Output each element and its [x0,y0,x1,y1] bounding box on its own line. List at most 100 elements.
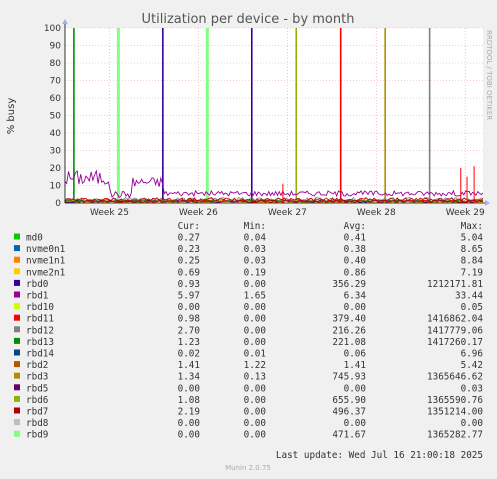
legend-name: rbd12 [26,325,54,336]
y-tick-label: 0 [55,199,61,209]
x-tick-label: Week 29 [446,208,485,218]
legend-value: 0.00 [344,302,366,313]
legend-value: 0.00 [244,430,266,441]
legend-name: rbd13 [26,337,54,348]
legend-swatch [14,233,20,240]
legend: Cur: Min: Avg: Max: md0 0.27 0.04 0.41 5.04 nvme0… [14,221,483,441]
legend-value: 1.23 [178,337,200,348]
legend-value: 0.00 [178,302,200,313]
y-tick-label: 60 [50,94,62,104]
legend-value: 1365282.77 [427,430,483,441]
legend-name: rbd14 [26,349,54,360]
legend-value: 0.00 [244,314,266,325]
legend-name: rbd8 [26,418,48,429]
munin-version: Munin 2.0.75 [225,464,271,472]
legend-swatch [14,303,20,310]
legend-header: Cur: [178,221,200,232]
legend-swatch [14,430,20,437]
legend-value: 0.00 [244,325,266,336]
last-update: Last update: Wed Jul 16 21:00:18 2025 [276,450,483,461]
legend-name: rbd10 [26,302,54,313]
legend-swatch [14,291,20,298]
legend-swatch [14,372,20,379]
legend-value: 0.00 [244,407,266,418]
legend-value: 0.25 [178,256,200,267]
legend-value: 496.37 [332,407,366,418]
y-tick-label: 100 [44,24,61,34]
legend-value: 0.00 [244,279,266,290]
legend-value: 0.03 [244,244,266,255]
legend-value: 0.02 [178,349,200,360]
legend-name: rbd3 [26,372,48,383]
series-line-rbd7 [64,197,484,202]
series-line-rbd1 [64,169,484,199]
legend-value: 5.04 [461,233,484,244]
legend-value: 1.65 [244,291,266,302]
legend-value: 1.34 [178,372,201,383]
legend-value: 1.22 [244,360,266,371]
legend-value: 0.00 [244,418,266,429]
legend-value: 0.19 [244,267,266,278]
legend-value: 33.44 [455,291,483,302]
legend-value: 356.29 [332,279,366,290]
y-tick-label: 80 [50,59,62,69]
y-axis-arrow [62,19,68,24]
legend-value: 0.00 [344,418,366,429]
y-tick-label: 70 [50,77,62,87]
legend-value: 1417260.17 [427,337,483,348]
y-tick-label: 40 [50,129,62,139]
rrdtool-credit: RRDTOOL / TOBI OETIKER [485,30,493,120]
plot-area [64,28,484,204]
legend-value: 0.00 [244,337,266,348]
legend-header: Avg: [344,221,366,232]
legend-value: 8.84 [461,256,484,267]
legend-swatch [14,279,20,286]
legend-value: 5.42 [461,360,483,371]
legend-value: 0.05 [461,302,483,313]
legend-value: 1416862.04 [427,314,483,325]
legend-swatch [14,361,20,368]
legend-value: 0.00 [178,383,200,394]
legend-value: 6.34 [344,291,367,302]
legend-name: nvme2n1 [26,267,65,278]
y-tick-label: 10 [50,182,62,192]
legend-swatch [14,245,20,252]
legend-name: nvme1n1 [26,256,65,267]
legend-value: 1.41 [344,360,366,371]
y-tick-label: 20 [50,164,62,174]
legend-value: 0.00 [178,430,200,441]
legend-value: 7.19 [461,267,483,278]
legend-name: rbd7 [26,407,48,418]
legend-header: Max: [461,221,483,232]
x-tick-label: Week 26 [179,208,218,218]
legend-value: 0.38 [344,244,366,255]
x-axis-arrow [485,200,490,206]
legend-value: 0.00 [244,383,266,394]
legend-value: 0.13 [244,372,266,383]
legend-value: 1365646.62 [427,372,483,383]
legend-value: 0.00 [244,395,266,406]
chart-title: Utilization per device - by month [142,12,355,27]
legend-value: 0.69 [178,267,200,278]
legend-swatch [14,419,20,426]
legend-value: 1417779.06 [427,325,483,336]
legend-name: nvme0n1 [26,244,65,255]
legend-value: 0.04 [244,233,267,244]
legend-value: 379.40 [332,314,366,325]
legend-swatch [14,349,20,356]
legend-name: rbd5 [26,383,48,394]
legend-value: 221.08 [332,337,366,348]
x-tick-label: Week 27 [268,208,307,218]
legend-value: 0.86 [344,267,366,278]
legend-swatch [14,337,20,344]
legend-header: Min: [244,221,266,232]
legend-value: 1.41 [178,360,200,371]
legend-value: 0.98 [178,314,200,325]
legend-value: 0.00 [244,302,266,313]
legend-value: 655.90 [332,395,366,406]
legend-name: rbd6 [26,395,48,406]
legend-value: 216.26 [332,325,366,336]
axes: 0 10 20 30 40 50 60 70 80 90 100 Week 25 Week 26 Week… [44,19,490,218]
legend-value: 471.67 [332,430,366,441]
